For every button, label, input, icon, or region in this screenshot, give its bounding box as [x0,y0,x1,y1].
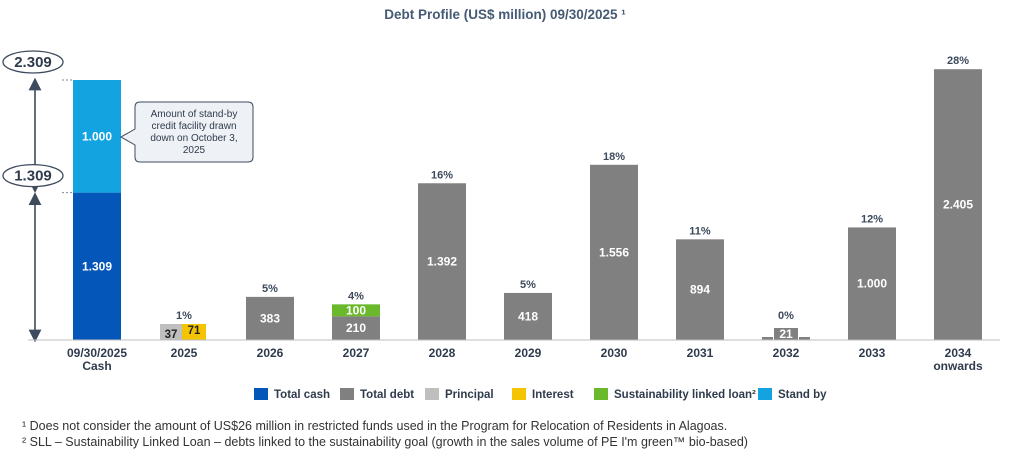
legend-label: Sustainability linked loan² [614,389,756,401]
label-percentage: 5% [520,279,536,291]
label-percentage: 16% [431,169,453,181]
label-total-debt: 1.556 [599,245,629,259]
label-total-debt: 894 [690,283,710,297]
label-total-debt: 418 [518,309,538,323]
label-principal: 37 [165,329,178,341]
category-label: 2034 [945,346,972,360]
category-label: 2033 [859,346,886,360]
category-label: 2025 [171,346,198,360]
legend-swatch [512,388,526,400]
annotation-box [119,101,254,163]
bar-total-debt [418,183,466,340]
category-label: 2029 [515,346,542,360]
label-percentage: 1% [176,310,192,322]
legend-swatch [425,388,439,400]
legend-swatch [340,388,354,400]
bar-total-debt [848,227,896,340]
label-sll: 100 [346,303,366,317]
legend-label: Stand by [778,389,827,401]
category-label: 2031 [687,346,714,360]
legend-swatch [594,388,608,400]
marker-cash-ellipse [2,163,64,188]
marker-total-label: 2.309 [14,54,52,71]
label-percentage: 11% [689,225,711,237]
category-label: 2030 [601,346,628,360]
label-total-cash: 1.309 [82,259,112,273]
legend-label: Interest [532,389,574,401]
footnote-2: ² SLL – Sustainability Linked Loan – deb… [22,435,748,449]
footnote-1: ¹ Does not consider the amount of US$26 … [22,419,728,433]
footnotes: ¹ Does not consider the amount of US$26 … [22,418,1002,450]
bar-total-cash [73,192,121,340]
bar-total-debt [332,316,380,340]
label-percentage: 4% [348,290,364,302]
label-total-debt: 2.405 [943,198,973,212]
bar-total-debt [934,69,982,341]
legend-label: Principal [445,389,494,401]
label-interest: 71 [188,325,201,337]
bar-total-debt [590,164,638,340]
label-total-debt: 210 [346,321,366,335]
legend-swatch [758,388,772,400]
marker-total-ellipse [2,50,64,74]
legend-swatch [254,388,268,400]
category-label: onwards [933,359,983,373]
label-stand-by: 1.000 [82,129,112,143]
bar-principal [160,324,182,340]
legend-label: Total cash [274,389,330,401]
annotation-line: Amount of stand-by [151,109,238,120]
category-label: 2028 [429,346,456,360]
category-label: Cash [82,359,111,373]
legend-label: Total debt [360,389,414,401]
bar-sll [332,304,380,317]
label-total-debt: 1.392 [427,255,457,269]
label-total-debt: 383 [260,311,280,325]
category-label: 2027 [343,346,370,360]
bar-total-debt [676,239,724,340]
label-percentage: 0% [778,310,794,322]
category-label: 2026 [257,346,284,360]
bar-total-debt [246,296,294,340]
chart-title: Debt Profile (US$ million) 09/30/2025 ¹ [384,7,626,22]
annotation-line: 2025 [183,145,206,156]
label-percentage: 28% [947,55,969,67]
label-total-debt: 1.000 [857,277,887,291]
bar-total-debt [504,292,552,340]
bar-interest [182,324,206,340]
category-label: 2032 [773,346,800,360]
label-percentage: 12% [861,213,883,225]
annotation-line: down on October 3, [150,133,237,144]
bar-stand-by [73,80,121,193]
label-percentage: 18% [603,151,625,163]
annotation-line: credit facility drawn [151,121,236,132]
label-total-debt: 21 [779,327,793,341]
marker-cash-label: 1.309 [14,168,52,185]
category-label: 09/30/2025 [67,346,127,360]
label-percentage: 5% [262,283,278,295]
bar-total-debt-marker [774,328,798,340]
